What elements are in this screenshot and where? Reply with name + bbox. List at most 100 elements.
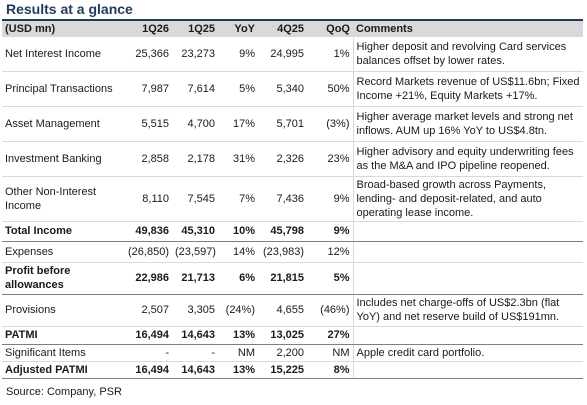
cell-yoy: 13% (218, 325, 258, 345)
header-qoq: QoQ (307, 21, 353, 37)
title-divider (2, 19, 583, 21)
header-yoy: YoY (218, 21, 258, 37)
cell-comment: Higher advisory and equity underwriting … (352, 141, 583, 177)
cell-qoq: (46%) (307, 294, 353, 327)
cell-4q25: 15,225 (258, 360, 307, 379)
row-label: Asset Management (2, 106, 122, 142)
table-row: Investment Banking 2,858 2,178 31% 2,326… (2, 141, 583, 177)
cell-1q25: 45,310 (172, 220, 218, 242)
cell-4q25: 4,655 (258, 294, 307, 327)
header-comments: Comments (353, 21, 583, 37)
cell-1q25: 7,545 (172, 176, 218, 222)
cell-yoy: 9% (218, 37, 258, 72)
cell-4q25: 5,701 (258, 106, 307, 142)
cell-1q25: - (172, 344, 218, 362)
header-4q25: 4Q25 (258, 21, 307, 37)
cell-comment: Higher deposit and revolving Card servic… (352, 37, 583, 72)
cell-comment (352, 325, 583, 345)
row-label: Adjusted PATMI (2, 360, 122, 379)
cell-yoy: 7% (218, 176, 258, 222)
cell-qoq: 50% (307, 71, 353, 107)
cell-4q25: 45,798 (258, 220, 307, 242)
row-label: Principal Transactions (2, 71, 122, 107)
cell-yoy: 6% (218, 261, 258, 295)
table-row: Principal Transactions 7,987 7,614 5% 5,… (2, 71, 583, 107)
cell-qoq: NM (307, 344, 353, 362)
row-label: Significant Items (2, 344, 122, 362)
cell-qoq: 27% (307, 325, 353, 345)
cell-1q25: 14,643 (172, 360, 218, 379)
cell-4q25: 13,025 (258, 325, 307, 345)
cell-yoy: 5% (218, 71, 258, 107)
cell-qoq: 5% (307, 261, 353, 295)
table-row: Asset Management 5,515 4,700 17% 5,701 (… (2, 106, 583, 142)
cell-1q26: 5,515 (122, 106, 172, 142)
cell-1q25: 23,273 (172, 37, 218, 72)
cell-4q25: 7,436 (258, 176, 307, 222)
cell-comment (352, 220, 583, 242)
results-table: (USD mn) 1Q26 1Q25 YoY 4Q25 QoQ Comments… (2, 21, 583, 379)
cell-comment: Apple credit card portfolio. (352, 344, 583, 362)
cell-4q25: 5,340 (258, 71, 307, 107)
row-label: Expenses (2, 241, 122, 263)
table-row-profit-before-allowances: Profit before allowances 22,986 21,713 6… (2, 261, 583, 295)
cell-yoy: (24%) (218, 294, 258, 327)
cell-1q25: 2,178 (172, 141, 218, 177)
cell-yoy: NM (218, 344, 258, 362)
cell-1q26: 22,986 (122, 261, 172, 295)
table-row-adjusted-patmi: Adjusted PATMI 16,494 14,643 13% 15,225 … (2, 360, 583, 379)
cell-qoq: 12% (307, 241, 353, 263)
cell-1q26: 49,836 (122, 220, 172, 242)
cell-qoq: (3%) (307, 106, 353, 142)
cell-1q25: 14,643 (172, 325, 218, 345)
row-label: Investment Banking (2, 141, 122, 177)
table-row: Net Interest Income 25,366 23,273 9% 24,… (2, 37, 583, 72)
row-label: Provisions (2, 294, 122, 327)
panel-title: Results at a glance (6, 1, 133, 17)
cell-qoq: 1% (307, 37, 353, 72)
cell-comment: Record Markets revenue of US$11.6bn; Fix… (352, 71, 583, 107)
cell-yoy: 31% (218, 141, 258, 177)
cell-1q26: 16,494 (122, 325, 172, 345)
cell-qoq: 9% (307, 220, 353, 242)
cell-1q26: - (122, 344, 172, 362)
cell-comment (352, 360, 583, 379)
cell-4q25: (23,983) (258, 241, 307, 263)
table-row: Expenses (26,850) (23,597) 14% (23,983) … (2, 241, 583, 263)
table-row: Other Non-Interest Income 8,110 7,545 7%… (2, 176, 583, 222)
cell-1q25: 7,614 (172, 71, 218, 107)
header-1q25: 1Q25 (172, 21, 218, 37)
header-1q26: 1Q26 (122, 21, 172, 37)
cell-comment: Higher average market levels and strong … (352, 106, 583, 142)
cell-comment (352, 261, 583, 295)
cell-1q26: 8,110 (122, 176, 172, 222)
cell-yoy: 14% (218, 241, 258, 263)
row-label: Net Interest Income (2, 37, 122, 72)
table-row: Significant Items - - NM 2,200 NM Apple … (2, 344, 583, 362)
cell-qoq: 8% (307, 360, 353, 379)
cell-1q26: 16,494 (122, 360, 172, 379)
table-header-row: (USD mn) 1Q26 1Q25 YoY 4Q25 QoQ Comments (2, 21, 583, 37)
cell-1q25: 21,713 (172, 261, 218, 295)
cell-1q26: (26,850) (122, 241, 172, 263)
row-label: Other Non-Interest Income (2, 176, 122, 222)
row-label: Total Income (2, 220, 122, 242)
cell-comment: Includes net charge-offs of US$2.3bn (fl… (352, 294, 583, 327)
cell-yoy: 13% (218, 360, 258, 379)
cell-yoy: 10% (218, 220, 258, 242)
table-row-total-income: Total Income 49,836 45,310 10% 45,798 9% (2, 220, 583, 242)
cell-4q25: 2,326 (258, 141, 307, 177)
cell-4q25: 2,200 (258, 344, 307, 362)
table-row: Provisions 2,507 3,305 (24%) 4,655 (46%)… (2, 294, 583, 327)
cell-1q26: 7,987 (122, 71, 172, 107)
cell-1q26: 2,507 (122, 294, 172, 327)
cell-1q25: 4,700 (172, 106, 218, 142)
cell-1q26: 25,366 (122, 37, 172, 72)
cell-4q25: 21,815 (258, 261, 307, 295)
cell-qoq: 9% (307, 176, 353, 222)
cell-comment: Broad-based growth across Payments, lend… (352, 176, 583, 222)
cell-4q25: 24,995 (258, 37, 307, 72)
row-label: PATMI (2, 325, 122, 345)
header-label: (USD mn) (2, 21, 122, 37)
